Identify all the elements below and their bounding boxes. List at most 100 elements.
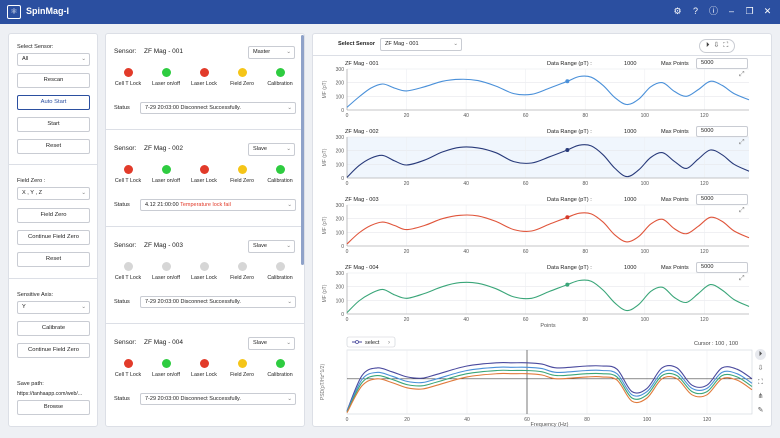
sensor-mode-select[interactable]: Master ⌄	[248, 46, 295, 59]
sensor-list-scrollbar[interactable]	[301, 35, 304, 265]
sensor-name: ZF Mag - 004	[144, 339, 184, 346]
status-select[interactable]: 7-29 20:03:00 Disconnect Successfully. ⌄	[140, 393, 296, 405]
psd-chart-svg[interactable]: 0 20 40 60 80 100 120 PSD(pT/Hz^1/2) Frequency (…	[312, 334, 772, 428]
x-tick-label: 40	[463, 181, 469, 187]
x-tick-label: 0	[346, 417, 349, 423]
x-tick-label: 100	[641, 249, 650, 255]
sensor-label: Sensor:	[114, 339, 137, 346]
x-tick-label: 120	[700, 249, 709, 255]
chart-title: ZF Mag - 001	[345, 61, 379, 67]
rescan-button[interactable]: Rescan	[17, 73, 90, 88]
psd-chart: 0 20 40 60 80 100 120 PSD(pT/Hz^1/2) Frequency (…	[312, 334, 772, 428]
restore-icon[interactable]: ❐	[745, 6, 754, 16]
chart-title: ZF Mag - 003	[345, 197, 379, 203]
led-label: Laser Lock	[191, 275, 217, 281]
browse-button[interactable]: Browse	[17, 400, 90, 415]
status-select[interactable]: 7-29 20:03:00 Disconnect Successfully. ⌄	[140, 102, 296, 114]
led-indicator: Cell T Lock	[109, 262, 147, 281]
tree-icon[interactable]: ⋔	[757, 393, 764, 400]
brush-icon[interactable]: ✎	[757, 407, 764, 414]
status-led-icon	[161, 359, 171, 368]
y-tick-label: 200	[336, 81, 345, 87]
expand-icon[interactable]: ⤢	[739, 275, 745, 282]
expand-icon[interactable]: ⛶	[758, 379, 763, 386]
y-tick-label: 100	[336, 298, 345, 304]
data-range-label: Data Range (pT) :	[547, 61, 592, 67]
sensor-mode-select[interactable]: Slave ⌄	[248, 143, 295, 156]
max-points-input[interactable]: 5000	[696, 58, 748, 69]
plot-background	[347, 69, 749, 110]
help-icon[interactable]: ?	[692, 6, 698, 16]
sensor-mode-value: Slave	[253, 340, 267, 346]
expand-icon[interactable]: ⛶	[723, 42, 729, 49]
export-icon[interactable]: ⇩	[713, 42, 720, 49]
data-range-value: 1000	[624, 61, 637, 67]
led-label: Laser on/off	[152, 178, 180, 184]
max-points-input[interactable]: 5000	[696, 126, 748, 137]
field-zero-reset-button[interactable]: Reset	[17, 252, 90, 267]
play-icon[interactable]: ⏵	[706, 42, 710, 49]
field-zero-axis-select[interactable]: X , Y , Z ⌄	[17, 187, 90, 200]
x-tick-label: 0	[346, 113, 349, 119]
status-led-icon	[123, 68, 133, 77]
sensor-select[interactable]: All ⌄	[17, 53, 90, 66]
status-led-icon	[161, 262, 171, 271]
expand-icon[interactable]: ⤢	[739, 139, 745, 146]
play-icon[interactable]: ⏵	[755, 349, 766, 360]
calibrate-button[interactable]: Calibrate	[17, 321, 90, 336]
continue-field-zero-button[interactable]: Continue Field Zero	[17, 230, 90, 245]
sensor-mode-select[interactable]: Slave ⌄	[248, 240, 295, 253]
minimize-icon[interactable]: –	[728, 6, 734, 16]
close-icon[interactable]: ✕	[763, 6, 772, 16]
status-select[interactable]: 4.12 21:00:00 Temperature lock fail ⌄	[140, 199, 296, 211]
led-label: Cell T Lock	[114, 372, 142, 378]
max-points-input[interactable]: 5000	[696, 194, 748, 205]
led-indicator: Field Zero	[223, 68, 261, 87]
info-icon[interactable]: ⓘ	[708, 6, 718, 16]
sensor-mode-select[interactable]: Slave ⌄	[248, 337, 295, 350]
led-indicator: Calibration	[261, 262, 299, 281]
save-path-label: Save path:	[17, 381, 44, 387]
gear-icon[interactable]: ⚙	[673, 6, 682, 16]
status-led-icon	[275, 165, 285, 174]
x-tick-label: 0	[346, 317, 349, 323]
status-select[interactable]: 7-29 20:03:00 Disconnect Successfully. ⌄	[140, 296, 296, 308]
led-label: Calibration	[267, 275, 293, 281]
expand-icon[interactable]: ⤢	[739, 71, 745, 78]
y-tick-label: 300	[336, 203, 345, 209]
max-points-input[interactable]: 5000	[696, 262, 748, 273]
sensitive-axis-select[interactable]: Y ⌄	[17, 301, 90, 314]
auto-start-button[interactable]: Auto Start	[17, 95, 90, 110]
max-points-label: Max Points	[661, 129, 689, 135]
sensor-card: Sensor: ZF Mag - 003 Slave ⌄ Cell T Lock Lase…	[106, 228, 304, 324]
field-zero-button[interactable]: Field Zero	[17, 208, 90, 223]
data-range-label: Data Range (pT) :	[547, 129, 592, 135]
sensor-mode-value: Master	[253, 49, 271, 55]
x-tick-label: 20	[404, 417, 410, 423]
status-led-icon	[237, 68, 247, 77]
y-tick-label: 0	[341, 108, 344, 114]
sensor-label: Sensor:	[114, 242, 137, 249]
export-icon[interactable]: ⇩	[757, 365, 764, 372]
led-indicator: Calibration	[261, 359, 299, 378]
chart-sensor-select[interactable]: ZF Mag - 001 ⌄	[380, 38, 462, 51]
expand-icon[interactable]: ⤢	[739, 207, 745, 214]
cursor-readout: Cursor : 100 , 100	[694, 341, 738, 347]
led-indicator: Laser Lock	[185, 262, 223, 281]
legend-label: select	[365, 340, 380, 346]
chevron-down-icon: ⌄	[287, 299, 292, 305]
led-indicator: Laser on/off	[147, 165, 185, 184]
sensor-list-panel: Sensor: ZF Mag - 001 Master ⌄ Cell T Lock Las…	[105, 33, 305, 427]
continue-field-zero-button-2[interactable]: Continue Field Zero	[17, 343, 90, 358]
sensor-chart: 0 100 200 300 0 20 40 60 80 100 120 MF (pT) ZF Mag -…	[312, 193, 772, 261]
led-row: Cell T Lock Laser on/off Laser Lock Field Z…	[109, 262, 299, 281]
sensor-name: ZF Mag - 001	[144, 48, 184, 55]
psd-series-line	[346, 372, 753, 413]
reset-button[interactable]: Reset	[17, 139, 90, 154]
start-button[interactable]: Start	[17, 117, 90, 132]
x-tick-label: 0	[346, 181, 349, 187]
chevron-down-icon: ⌄	[286, 243, 291, 249]
led-label: Cell T Lock	[114, 81, 142, 87]
led-label: Field Zero	[230, 372, 254, 378]
led-indicator: Laser on/off	[147, 262, 185, 281]
